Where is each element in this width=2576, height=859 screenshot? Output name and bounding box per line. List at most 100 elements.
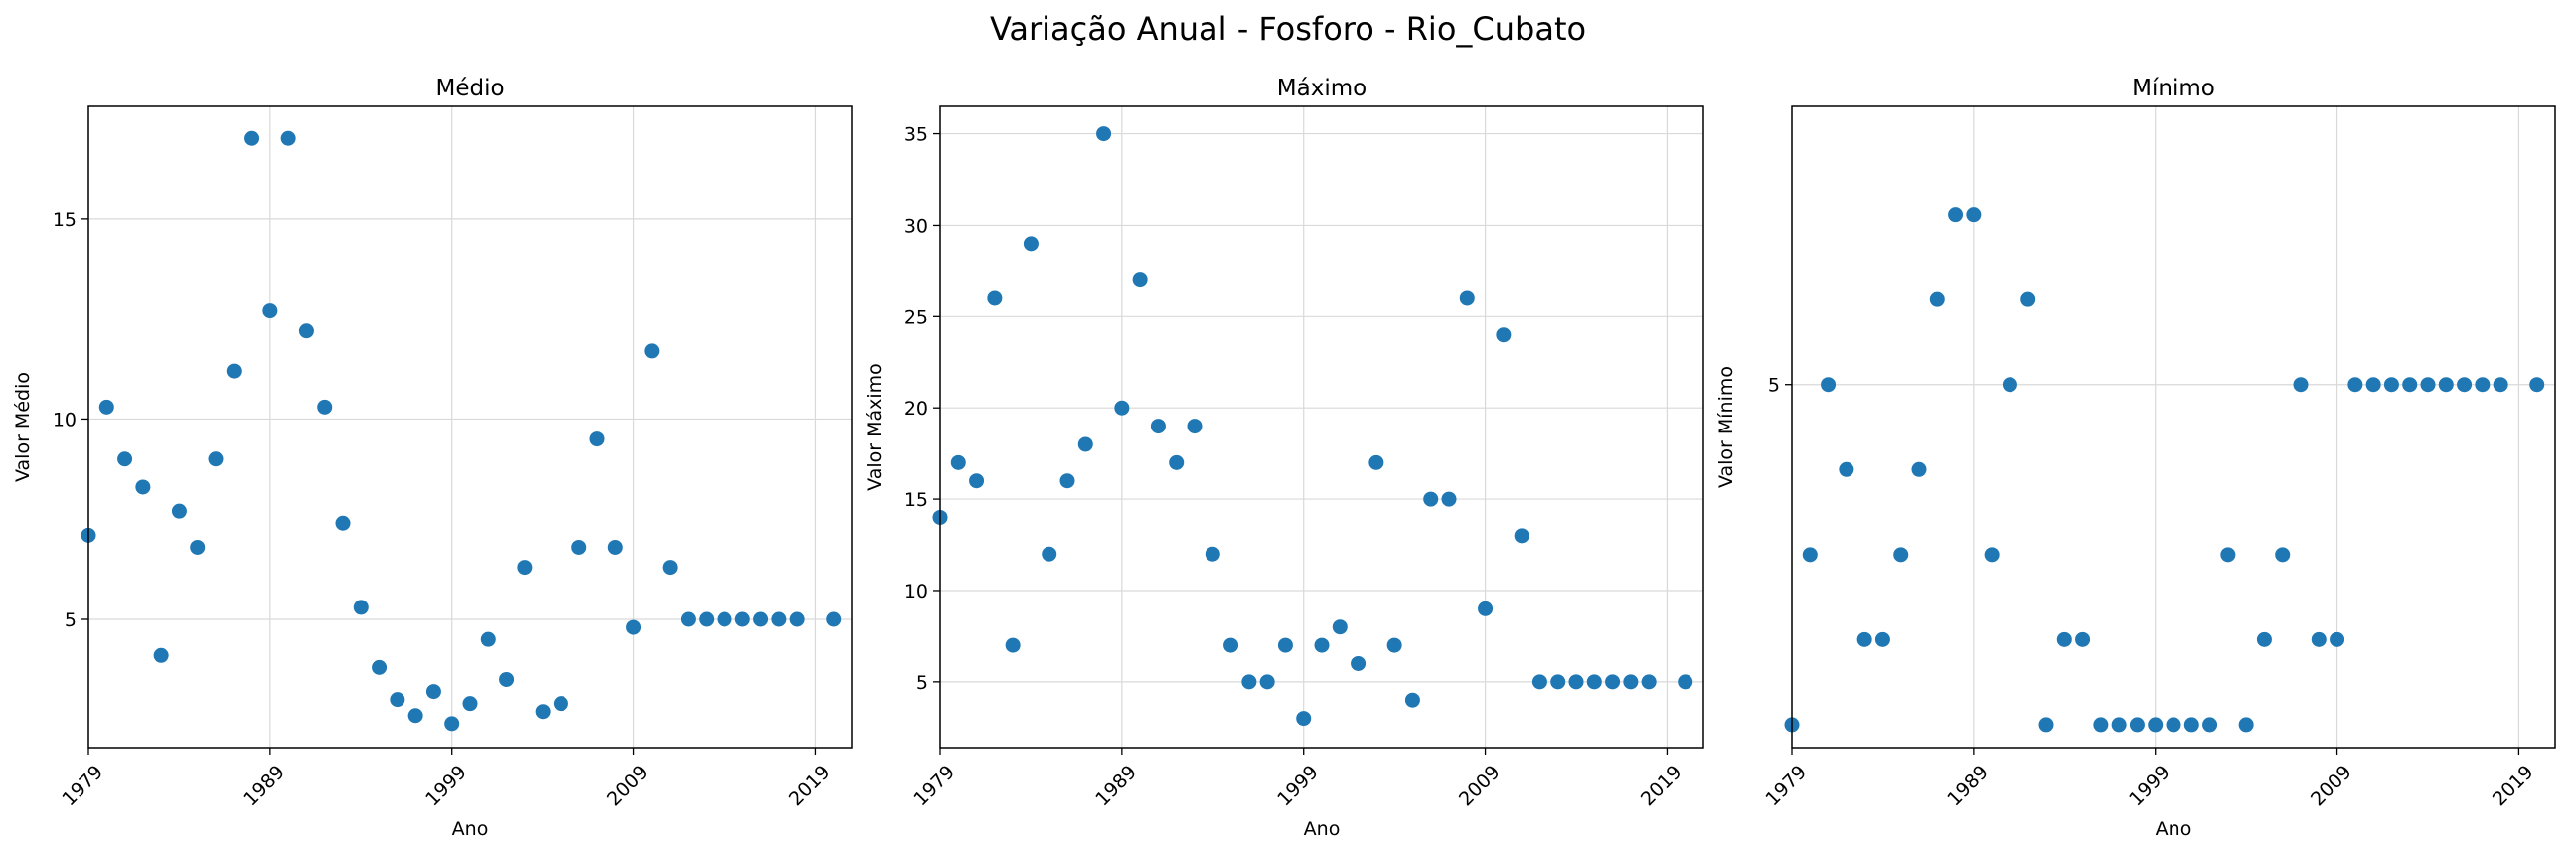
x-tick-label: 2009 <box>1455 762 1505 811</box>
y-axis-label: Valor Médio <box>12 372 34 482</box>
x-tick-label: 2009 <box>2307 762 2356 811</box>
data-point <box>190 539 206 555</box>
data-point <box>2475 377 2491 393</box>
data-point <box>2493 377 2508 393</box>
data-point <box>1314 637 1330 653</box>
chart-panel-3: 1979 1989 1999 2009 2019 5 Mínimo Ano Valor Míni… <box>1715 76 2556 840</box>
data-point <box>317 399 333 415</box>
x-tick-label: 1999 <box>421 762 471 811</box>
data-point <box>1893 547 1909 563</box>
data-point <box>1241 674 1257 690</box>
plot-frame <box>87 105 853 749</box>
x-tick-label: 1989 <box>1943 762 1993 811</box>
data-point <box>1169 454 1185 470</box>
y-tick-label: 5 <box>1768 375 1780 397</box>
y-tick-label: 15 <box>904 489 928 511</box>
data-point <box>1296 711 1312 727</box>
data-point <box>1441 491 1457 507</box>
data-point <box>1496 327 1512 343</box>
data-point <box>2275 547 2291 563</box>
data-point <box>1096 126 1112 142</box>
data-point <box>2038 717 2054 733</box>
data-point <box>771 611 787 627</box>
data-point <box>1042 546 1057 562</box>
data-point <box>1423 491 1439 507</box>
x-axis-label: Ano <box>1304 818 1341 840</box>
data-point <box>2220 547 2236 563</box>
data-point <box>208 451 224 467</box>
data-point <box>2202 717 2218 733</box>
data-point <box>1368 454 1384 470</box>
data-point <box>1514 528 1530 544</box>
data-point <box>1023 236 1039 252</box>
data-point <box>480 631 496 647</box>
data-point <box>2111 717 2127 733</box>
data-point <box>1568 674 1584 690</box>
y-axis-label: Valor Máximo <box>864 363 886 491</box>
data-point <box>1605 674 1621 690</box>
data-point <box>1856 631 1872 647</box>
y-tick-label: 20 <box>904 398 928 420</box>
data-point <box>826 611 842 627</box>
data-point <box>680 611 696 627</box>
data-point <box>1550 674 1566 690</box>
data-point <box>535 704 551 720</box>
data-point <box>2438 377 2454 393</box>
data-point <box>2256 631 2272 647</box>
data-point <box>717 611 732 627</box>
data-point <box>135 479 151 495</box>
y-axis-label: Valor Mínimo <box>1715 366 1737 488</box>
data-point <box>2093 717 2109 733</box>
data-point <box>372 659 388 675</box>
y-tick-label: 15 <box>53 209 77 231</box>
data-point <box>2056 631 2072 647</box>
data-point <box>753 611 769 627</box>
data-point <box>244 130 260 146</box>
data-point <box>1132 272 1148 288</box>
x-axis-label: Ano <box>2156 818 2192 840</box>
data-point <box>1404 692 1420 708</box>
data-point <box>1531 674 1547 690</box>
data-point <box>2020 291 2036 307</box>
x-tick-label: 1999 <box>2125 762 2174 811</box>
data-point <box>1114 400 1130 416</box>
data-point <box>1150 419 1166 434</box>
data-point <box>2457 377 2473 393</box>
data-point <box>1678 674 1693 690</box>
data-point <box>1984 547 2000 563</box>
data-point <box>626 619 642 635</box>
data-point <box>1478 601 1494 616</box>
x-axis-label: Ano <box>452 818 489 840</box>
data-point <box>969 473 985 489</box>
data-point <box>2075 631 2091 647</box>
data-point <box>1386 637 1402 653</box>
data-point <box>2002 377 2017 393</box>
x-tick-label: 1979 <box>1761 762 1811 811</box>
data-point <box>1966 207 1982 223</box>
data-point <box>1839 461 1854 477</box>
data-point <box>662 560 678 576</box>
data-point <box>1459 290 1475 306</box>
chart-panel-1: 1979 1989 1999 2009 2019 5 10 15 Médio Ano Valor M… <box>12 76 853 840</box>
data-point <box>1005 637 1021 653</box>
data-point <box>1929 291 1945 307</box>
data-point <box>2420 377 2436 393</box>
data-point <box>553 696 568 712</box>
x-tick-label: 2019 <box>785 762 835 811</box>
data-point <box>499 671 515 687</box>
data-point <box>171 503 187 519</box>
data-point <box>226 363 242 379</box>
data-point <box>1059 473 1075 489</box>
data-point <box>571 539 587 555</box>
data-point <box>1802 547 1818 563</box>
data-point <box>280 130 296 146</box>
x-tick-label: 1979 <box>909 762 959 811</box>
x-tick-label: 1979 <box>58 762 107 811</box>
data-point <box>1205 546 1220 562</box>
x-tick-label: 1989 <box>1091 762 1141 811</box>
data-point <box>390 692 405 708</box>
data-point <box>1948 207 1964 223</box>
data-point <box>2183 717 2199 733</box>
data-point <box>2129 717 2145 733</box>
y-tick-label: 25 <box>904 306 928 328</box>
